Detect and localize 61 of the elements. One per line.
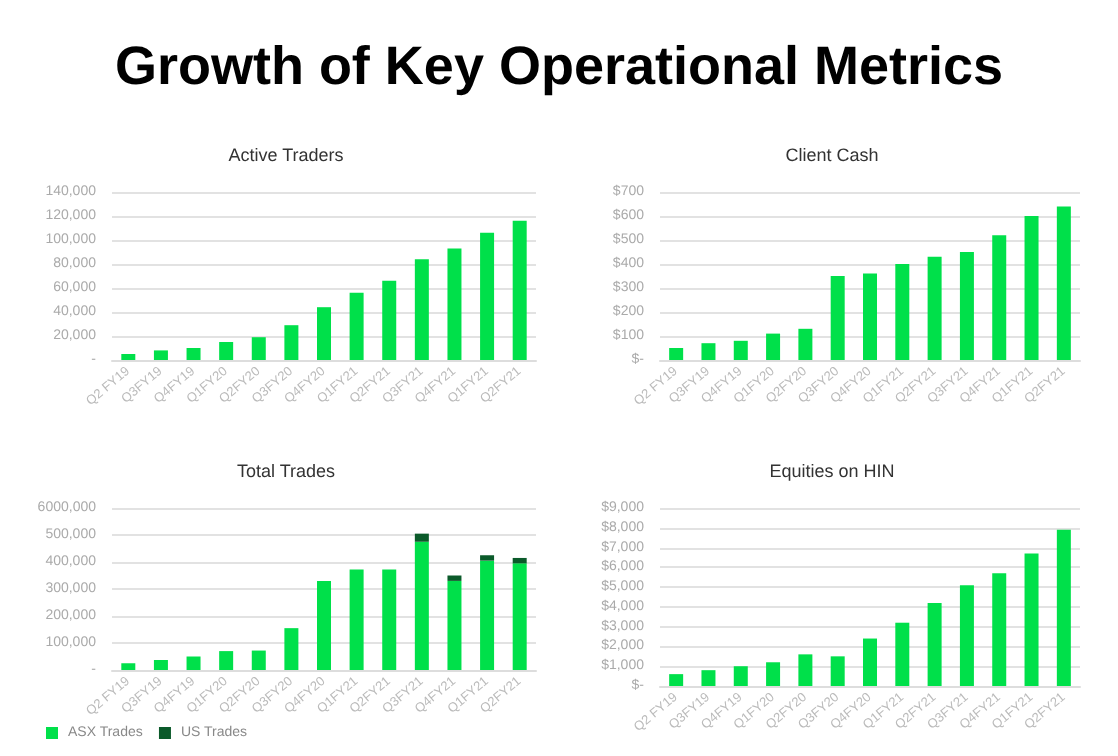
bar	[992, 235, 1007, 360]
bar	[414, 541, 429, 670]
bar	[766, 333, 781, 360]
bar	[895, 264, 910, 360]
bar	[863, 273, 877, 360]
bar	[153, 660, 168, 670]
bar	[186, 656, 201, 670]
bar	[830, 656, 845, 686]
bar	[251, 650, 266, 670]
bar	[512, 563, 527, 670]
bar	[480, 560, 495, 670]
bar	[121, 354, 136, 360]
bar	[669, 348, 684, 360]
chart-title: Active Traders	[228, 145, 345, 165]
bar	[766, 662, 781, 686]
bar	[863, 638, 877, 686]
bar	[669, 674, 684, 686]
bar	[927, 256, 942, 360]
bar	[153, 350, 168, 360]
bar	[219, 342, 234, 360]
bar	[284, 325, 299, 360]
bar	[701, 343, 716, 360]
bar	[349, 569, 364, 670]
bar	[317, 580, 331, 670]
chart-title: Equities on HIN	[769, 461, 895, 481]
bar	[414, 533, 429, 542]
bar	[1024, 553, 1039, 686]
bar	[1056, 529, 1071, 686]
bar	[447, 248, 462, 360]
text: Growth of Key Operational Metrics	[114, 36, 1004, 96]
bar	[251, 337, 266, 360]
bar	[382, 280, 397, 360]
bar	[512, 220, 527, 360]
bar	[186, 348, 201, 360]
bar	[1024, 216, 1039, 360]
bar	[414, 259, 429, 360]
bar	[219, 651, 234, 670]
bar	[992, 573, 1007, 686]
bar	[447, 580, 462, 670]
bar	[512, 557, 527, 564]
bar	[480, 555, 495, 561]
bar	[959, 585, 974, 686]
bar	[121, 663, 136, 670]
bar	[798, 328, 813, 360]
bar	[959, 252, 974, 360]
bar	[927, 602, 942, 686]
bar	[349, 292, 364, 360]
bar	[447, 575, 462, 581]
bar	[317, 307, 331, 360]
bar	[895, 622, 910, 686]
chart-title: Client Cash	[785, 145, 879, 165]
bar	[1056, 206, 1071, 360]
bar	[733, 666, 748, 686]
bar	[284, 628, 299, 670]
bar	[830, 276, 845, 360]
bar	[382, 569, 397, 670]
bar	[480, 232, 495, 360]
bar	[798, 654, 813, 686]
chart-title: Total Trades	[236, 461, 337, 481]
bar	[701, 670, 716, 686]
bar	[733, 340, 748, 360]
